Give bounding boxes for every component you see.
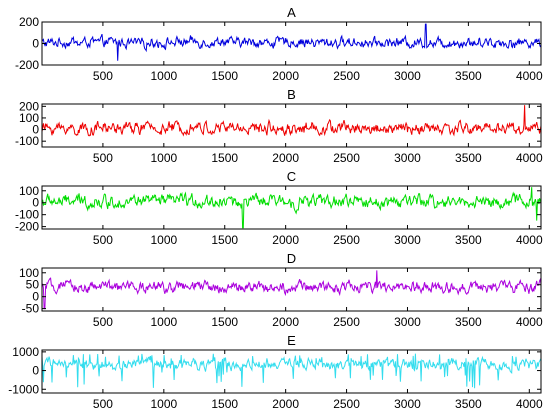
x-tick-label: 2500 [333,233,360,247]
x-tick-label: 3500 [455,69,482,83]
subplot-title: E [287,333,296,348]
y-tick-label: 0 [32,364,39,378]
x-tick-label: 1000 [150,151,177,165]
y-tick-label: -1000 [8,382,39,396]
x-tick-label: 3500 [455,233,482,247]
x-tick-label: 2500 [333,397,360,411]
x-tick-label: 1000 [150,233,177,247]
axes-box [41,103,542,148]
axes-box [41,267,542,312]
x-tick-label: 1500 [211,397,238,411]
series-line-e [42,353,541,389]
y-tick-label: 0 [32,196,39,210]
x-tick-label: 500 [93,397,113,411]
y-tick-label: 100 [19,111,39,125]
y-tick-label: 0 [32,37,39,51]
y-tick-label: -50 [22,302,40,316]
series-line-d [42,270,541,310]
x-tick-label: 1000 [150,315,177,329]
series-line-b [42,105,541,137]
x-tick-label: 3000 [394,151,421,165]
x-tick-label: 3500 [455,397,482,411]
series-line-a [42,23,541,61]
subplot-title: C [287,169,296,184]
y-tick-label: 100 [19,266,39,280]
y-tick-label: -200 [15,58,39,72]
y-tick-label: 200 [19,15,39,29]
x-tick-label: 3500 [455,315,482,329]
y-tick-label: 0 [32,290,39,304]
subplot-e: E 500 1000 1500 2000 2500 3000 3500 4000 1000 0 -10… [8,333,543,411]
x-tick-label: 3000 [394,315,421,329]
x-tick-label: 1500 [211,69,238,83]
y-tick-label: 200 [19,99,39,113]
x-tick-label: 4000 [516,69,543,83]
x-tick-label: 1500 [211,151,238,165]
x-tick-label: 500 [93,151,113,165]
y-tick-label: -200 [15,220,39,234]
x-tick-label: 2000 [272,151,299,165]
subplot-title: D [287,251,296,266]
axes-box [41,349,542,394]
x-tick-label: 500 [93,233,113,247]
x-tick-label: 4000 [516,233,543,247]
x-tick-label: 500 [93,315,113,329]
x-tick-label: 4000 [516,151,543,165]
x-tick-label: 2500 [333,151,360,165]
y-tick-label: 100 [19,184,39,198]
x-tick-label: 1500 [211,315,238,329]
x-tick-label: 3000 [394,397,421,411]
x-tick-label: 1000 [150,69,177,83]
y-tick-label: 50 [26,278,40,292]
x-tick-label: 1500 [211,233,238,247]
x-tick-label: 2000 [272,397,299,411]
x-tick-label: 2500 [333,69,360,83]
x-tick-label: 2500 [333,315,360,329]
subplot-title: A [287,5,296,20]
y-tick-label: 0 [32,123,39,137]
x-tick-label: 2000 [272,69,299,83]
y-tick-label: -100 [15,208,39,222]
y-tick-label: 1000 [12,345,39,359]
y-tick-label: -100 [15,134,39,148]
x-tick-label: 500 [93,69,113,83]
subplot-title: B [287,87,296,102]
x-tick-label: 4000 [516,315,543,329]
x-tick-label: 4000 [516,397,543,411]
axes-box [41,185,542,230]
x-tick-label: 1000 [150,397,177,411]
x-tick-label: 2000 [272,233,299,247]
series-line-c [42,187,541,229]
x-tick-label: 3000 [394,233,421,247]
x-tick-label: 2000 [272,315,299,329]
x-tick-label: 3500 [455,151,482,165]
x-tick-label: 3000 [394,69,421,83]
